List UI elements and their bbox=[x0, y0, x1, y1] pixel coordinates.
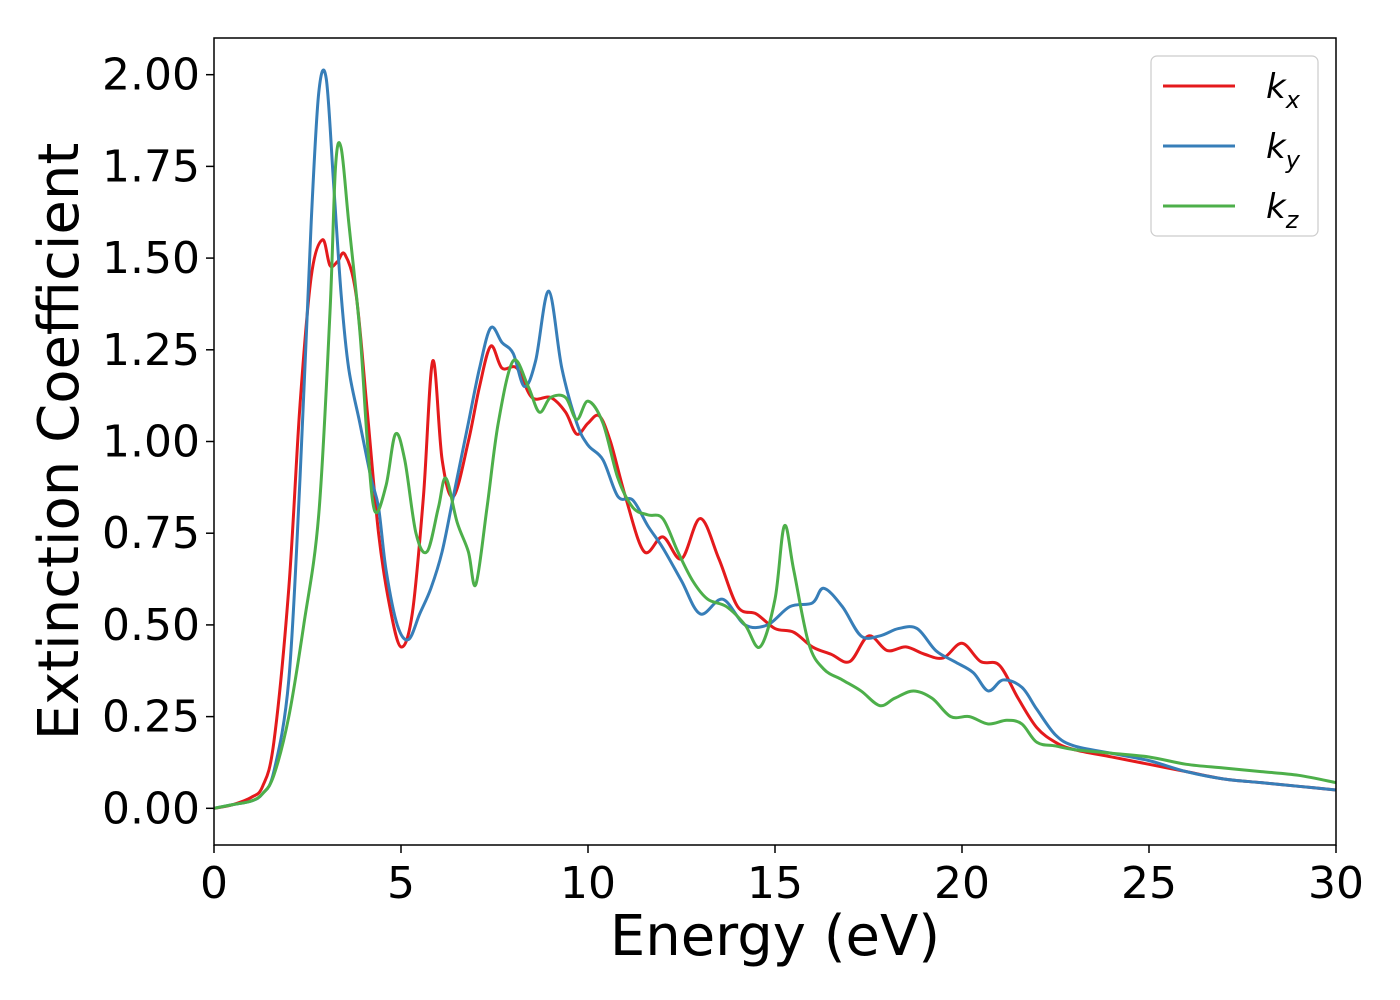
plot-lines bbox=[214, 68, 1336, 810]
y-tick-label: 0.50 bbox=[102, 600, 200, 651]
y-tick-label: 1.75 bbox=[102, 141, 200, 192]
series-line-x bbox=[214, 238, 1336, 810]
y-tick-label: 1.00 bbox=[102, 417, 200, 468]
y-tick-label: 2.00 bbox=[102, 50, 200, 101]
x-axis: 0 5 10 15 20 25 30 bbox=[200, 845, 1364, 909]
y-tick-label: 0.25 bbox=[102, 692, 200, 743]
legend-label-y: ky bbox=[1266, 127, 1301, 174]
y-tick-label: 0.75 bbox=[102, 508, 200, 559]
legend: kx ky kz bbox=[1150, 55, 1319, 237]
x-tick-label: 10 bbox=[560, 858, 616, 909]
x-tick-label: 25 bbox=[1121, 858, 1177, 909]
series-line-z bbox=[214, 141, 1336, 810]
series-line-y bbox=[214, 68, 1336, 810]
y-tick-label: 0.00 bbox=[102, 783, 200, 834]
y-axis-title: Extinction Coefficient bbox=[27, 143, 92, 741]
x-tick-label: 0 bbox=[200, 858, 228, 909]
y-tick-label: 1.25 bbox=[102, 325, 200, 376]
x-axis-title: Energy (eV) bbox=[610, 904, 940, 969]
x-tick-label: 30 bbox=[1308, 858, 1364, 909]
legend-label-x: kx bbox=[1266, 67, 1301, 114]
x-tick-label: 5 bbox=[387, 858, 415, 909]
y-tick-label: 1.50 bbox=[102, 233, 200, 284]
y-axis: 0.00 0.25 0.50 0.75 1.00 1.25 1.50 1.75 2.00 bbox=[102, 50, 214, 834]
x-tick-label: 20 bbox=[934, 858, 990, 909]
x-tick-label: 15 bbox=[747, 858, 803, 909]
legend-label-z: kz bbox=[1266, 187, 1300, 234]
